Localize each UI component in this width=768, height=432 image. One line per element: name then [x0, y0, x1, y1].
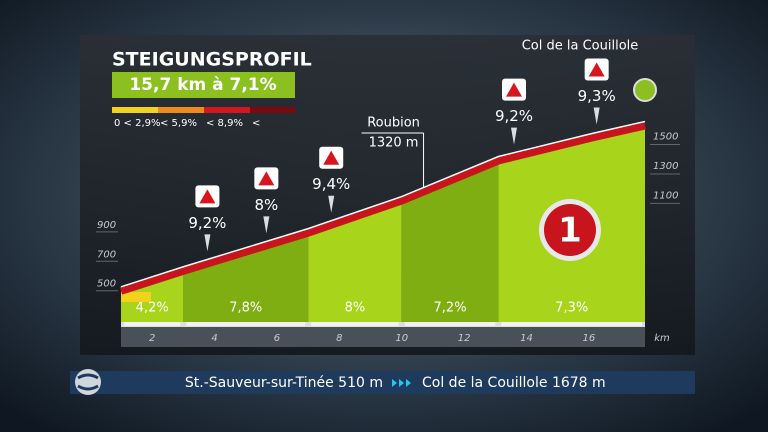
y2-tick-label: 1300 [653, 161, 678, 172]
logo [75, 369, 101, 395]
chart-title: STEIGUNGSPROFIL [112, 49, 312, 71]
gradient-label: 8% [254, 196, 278, 214]
x-tick-label: 12 [458, 333, 471, 344]
logo-mark [77, 373, 99, 391]
footer-bar [70, 371, 695, 394]
segment-label: 7,2% [434, 301, 467, 316]
gradient-pointer [511, 127, 517, 145]
gradient-pointer [204, 234, 211, 252]
legend-label: < 5,9% [160, 118, 197, 129]
profile-edge [120, 120, 646, 288]
legend-swatch [112, 107, 158, 113]
y2-tick-label: 1100 [653, 190, 678, 201]
gradient-label: 9,2% [188, 214, 226, 232]
segment-label: 7,8% [229, 301, 262, 316]
segment-label: 4,2% [136, 301, 169, 316]
segment-strip [404, 322, 496, 326]
gradient-triangle [506, 82, 522, 97]
gradient-triangle [323, 150, 340, 165]
y-tick-label: 900 [97, 220, 116, 231]
segment-strip [311, 322, 399, 326]
x-unit: km [654, 333, 670, 344]
legend-label: < 8,9% [206, 118, 243, 129]
x-tick-label: 14 [520, 333, 533, 344]
segment-label: 7,3% [555, 301, 588, 316]
arrows-icon [392, 379, 411, 387]
legend-swatch [158, 107, 204, 113]
gradient-triangle [199, 189, 216, 204]
x-tick-label: 16 [582, 333, 595, 344]
x-axis-bar [121, 327, 645, 347]
x-tick-label: 10 [395, 333, 408, 344]
profile-line [119, 121, 646, 295]
legend-label: < [252, 118, 260, 129]
footer-finish: Col de la Couillole 1678 m [422, 375, 606, 391]
gradient-pointer [593, 107, 600, 125]
gradient-label: 9,2% [495, 107, 533, 125]
gradient-triangle [588, 62, 605, 77]
x-tick-label: 4 [211, 333, 217, 344]
legend-swatch [204, 107, 250, 113]
x-tick-label: 8 [336, 333, 342, 344]
segment-strip [124, 322, 181, 326]
segment-strip [501, 322, 642, 326]
subtitle-box [112, 72, 295, 98]
start-strip [121, 292, 151, 302]
summit-label: Col de la Couillole [522, 39, 639, 54]
finish-icon [633, 78, 657, 102]
legend-label: 0 < 2,9% [114, 118, 161, 129]
subtitle: 15,7 km à 7,1% [129, 75, 276, 95]
gradient-pointer [263, 216, 270, 234]
gradient-label: 9,4% [312, 175, 350, 193]
y-tick-label: 700 [97, 249, 116, 260]
legend-swatch [250, 107, 296, 113]
gradient-pointer [328, 195, 335, 213]
footer-start: St.-Sauveur-sur-Tinée 510 m [185, 375, 383, 391]
x-tick-label: 6 [274, 333, 280, 344]
stage-badge-inner [544, 204, 596, 256]
y2-tick-label: 1500 [653, 132, 678, 143]
stage-number: 1 [558, 211, 582, 251]
segment-label: 8% [345, 301, 366, 316]
segment-strip [186, 322, 306, 326]
y-tick-label: 500 [97, 279, 116, 290]
annotation-detail: 1320 m [369, 136, 419, 151]
x-tick-label: 2 [149, 333, 155, 344]
gradient-triangle [258, 171, 275, 186]
gradient-label: 9,3% [578, 87, 616, 105]
annotation: Roubion [367, 116, 420, 131]
